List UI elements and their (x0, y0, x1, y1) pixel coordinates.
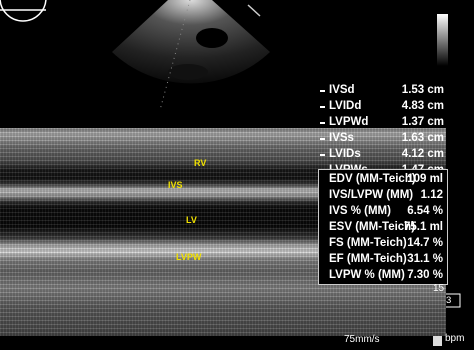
measurement-value: 1.12 (420, 189, 443, 201)
2d-sector-image (112, 0, 270, 84)
measurement-label: IVSs (329, 132, 354, 144)
measurement-label: IVS/LVPW (MM) (329, 189, 414, 201)
measurement-value: 1.53 cm (401, 84, 444, 96)
measurement-label: IVSd (329, 84, 355, 96)
measurement-row: IVSs 1.63 cm (318, 130, 446, 146)
measurement-value: 31.1 % (407, 253, 443, 265)
measurement-label: LVIDs (329, 148, 361, 160)
measurement-row: EF (MM-Teich) 31.1 % (321, 251, 445, 267)
measurement-label: FS (MM-Teich) (329, 237, 407, 249)
overlay-label: LV (186, 215, 197, 225)
bullet (320, 90, 325, 92)
measurement-row: IVSd 1.53 cm (318, 82, 446, 98)
overlay-label: RV (194, 158, 207, 168)
sweep-speed: 75mm/s (344, 334, 380, 345)
measurement-row: ESV (MM-Teich) 75.1 ml (321, 219, 445, 235)
measurement-label: LVPWd (329, 116, 369, 128)
measurement-value: 4.12 cm (401, 148, 444, 160)
calculation-panel: EDV (MM-Teich) 109 ml IVS/LVPW (MM) 1.12 IVS… (318, 169, 448, 285)
bullet (320, 154, 325, 156)
depth-mark: 15 (433, 283, 445, 294)
probe-marker (247, 4, 261, 17)
measurement-row: LVPWd 1.37 cm (318, 114, 446, 130)
mmode-cursor-line (159, 0, 191, 111)
measurement-value: 1.37 cm (401, 116, 444, 128)
measurement-value: 6.54 % (407, 205, 443, 217)
heart-rate-unit: bpm (445, 333, 465, 344)
measurement-label: IVS % (MM) (329, 205, 391, 217)
bullet (320, 138, 325, 140)
measurement-value: 4.83 cm (401, 100, 444, 112)
measurement-label: LVIDd (329, 100, 362, 112)
measurement-row: EDV (MM-Teich) 109 ml (321, 171, 445, 187)
measurement-label: EF (MM-Teich) (329, 253, 407, 265)
measurement-value: 75.1 ml (404, 221, 443, 233)
measurement-row: IVS % (MM) 6.54 % (321, 203, 445, 219)
cardiac-cavity (168, 64, 208, 80)
cardiac-cavity (196, 28, 228, 48)
measurement-value: 1.63 cm (401, 132, 444, 144)
measurement-value: 7.30 % (407, 269, 443, 281)
overlay-label: LVPW (176, 252, 202, 262)
overlay-label: IVS (168, 180, 183, 190)
measurement-row: LVIDs 4.12 cm (318, 146, 446, 162)
measurement-row: IVS/LVPW (MM) 1.12 (321, 187, 445, 203)
measurement-row: LVPW % (MM) 7.30 % (321, 267, 445, 283)
zoom-level: 3 (446, 295, 452, 306)
gray-scale-bar (437, 14, 448, 66)
measurement-label: ESV (MM-Teich) (329, 221, 416, 233)
bullet (320, 122, 325, 124)
measurement-value: 14.7 % (407, 237, 443, 249)
measurement-row: LVIDd 4.83 cm (318, 98, 446, 114)
measurement-value: 109 ml (407, 173, 443, 185)
measurement-label: EDV (MM-Teich) (329, 173, 416, 185)
bullet (320, 106, 325, 108)
heart-icon (433, 336, 442, 346)
measurement-label: LVPW % (MM) (329, 269, 405, 281)
measurement-row: FS (MM-Teich) 14.7 % (321, 235, 445, 251)
measurement-panel: IVSd 1.53 cm LVIDd 4.83 cm LVPWd 1.37 cm IVSs 1… (318, 82, 446, 178)
